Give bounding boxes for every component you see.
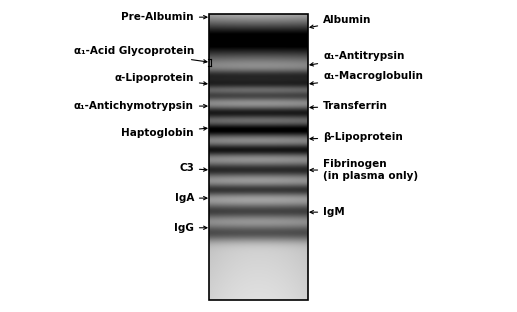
Text: Fibrinogen
(in plasma only): Fibrinogen (in plasma only) bbox=[310, 159, 418, 181]
Text: α₁-Antichymotrypsin: α₁-Antichymotrypsin bbox=[74, 101, 207, 111]
Text: Pre-Albumin: Pre-Albumin bbox=[121, 12, 207, 22]
Text: Haptoglobin: Haptoglobin bbox=[121, 127, 207, 138]
Text: α-Lipoprotein: α-Lipoprotein bbox=[114, 73, 207, 85]
Text: Transferrin: Transferrin bbox=[310, 101, 388, 111]
Text: α₁-Antitrypsin: α₁-Antitrypsin bbox=[310, 51, 404, 66]
Text: α₁-Acid Glycoprotein: α₁-Acid Glycoprotein bbox=[73, 46, 207, 63]
Text: IgM: IgM bbox=[310, 207, 345, 217]
Text: IgA: IgA bbox=[175, 193, 207, 203]
Text: IgG: IgG bbox=[174, 223, 207, 233]
Text: β-Lipoprotein: β-Lipoprotein bbox=[310, 132, 403, 142]
Bar bbox=[209, 14, 308, 300]
Text: Albumin: Albumin bbox=[310, 15, 372, 28]
Text: C3: C3 bbox=[179, 163, 207, 173]
Text: α₁-Macroglobulin: α₁-Macroglobulin bbox=[310, 71, 423, 85]
